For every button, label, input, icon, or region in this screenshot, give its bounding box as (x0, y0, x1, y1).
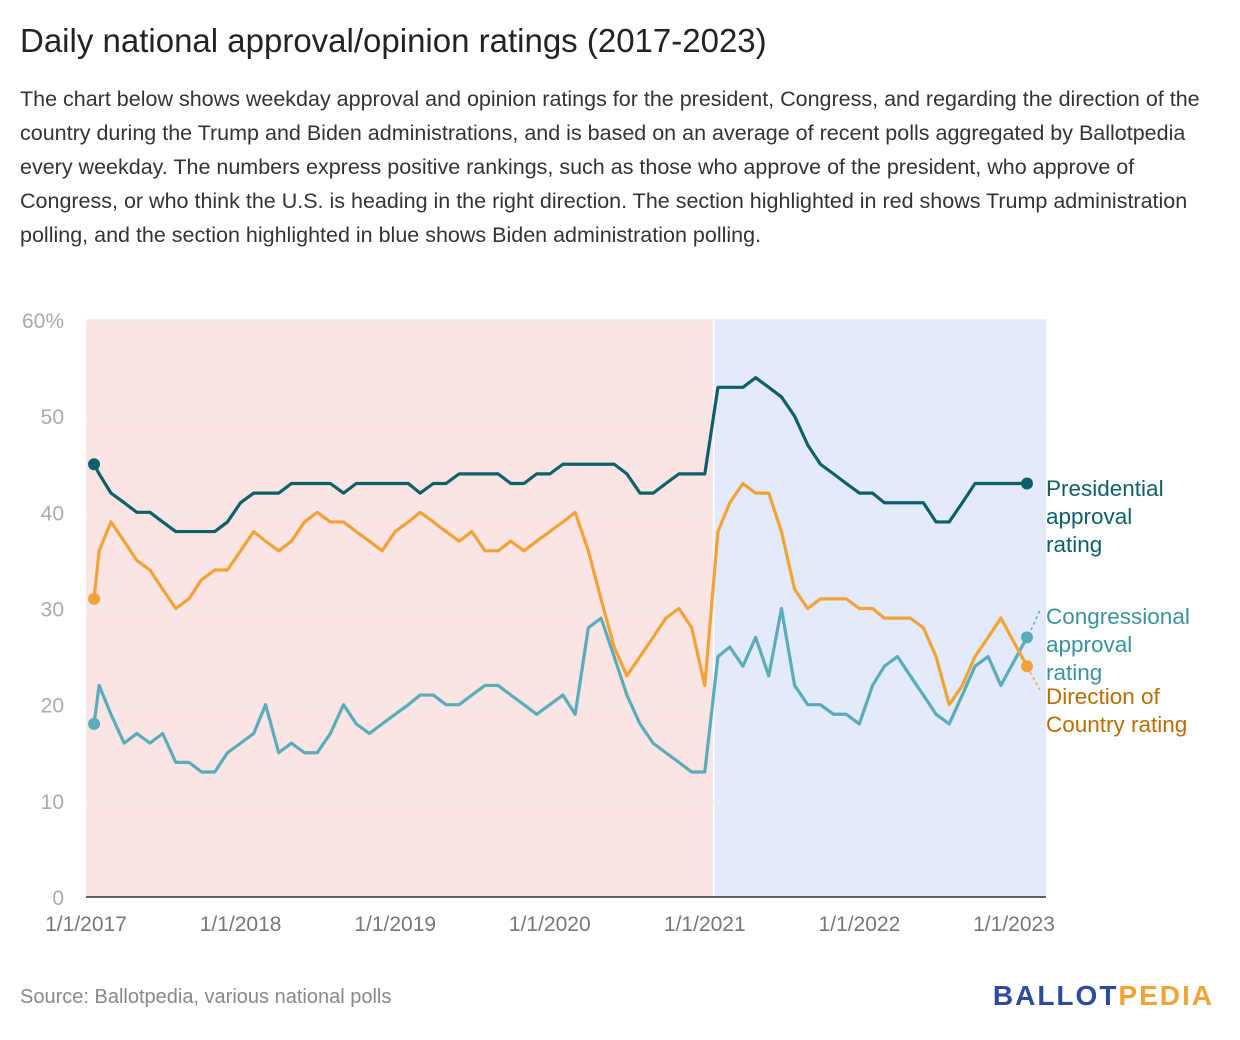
series-labels: Presidential approval rating Congressional a… (1029, 476, 1190, 737)
x-tick-label: 1/1/2020 (509, 913, 591, 936)
x-tick-label: 1/1/2021 (664, 913, 746, 936)
series-line (92, 481, 1029, 707)
x-axis: 1/1/2017 1/1/2018 1/1/2019 1/1/2020 1/1/2021… (45, 913, 1055, 936)
series-end-point (1021, 631, 1033, 644)
series-label: Direction of Country rating (1046, 684, 1187, 737)
series-start-point (88, 717, 101, 730)
gridlines (86, 319, 1046, 898)
series-start-point (88, 592, 101, 605)
series-start-point (88, 458, 101, 471)
series-line (92, 376, 1027, 534)
y-tick-label: 50 (41, 406, 64, 429)
y-tick-label: 60% (22, 310, 64, 333)
y-tick-label: 20 (41, 695, 64, 718)
series-lines (88, 376, 1033, 774)
chart-title: Daily national approval/opinion ratings … (20, 22, 767, 59)
x-tick-label: 1/1/2019 (354, 913, 436, 936)
y-tick-label: 10 (41, 791, 64, 814)
y-axis: 0 10 20 30 40 50 60% (22, 310, 64, 910)
source-note: Source: Ballotpedia, various national po… (20, 986, 392, 1008)
series-end-point (1021, 477, 1033, 490)
chart-description: The chart below shows weekday approval a… (20, 87, 1200, 247)
series-end-point (1021, 660, 1033, 673)
label-leader-line (1030, 609, 1041, 631)
series-label: Presidential approval rating (1046, 476, 1164, 557)
series-line (92, 606, 1029, 774)
y-tick-label: 30 (41, 599, 64, 622)
x-tick-label: 1/1/2022 (819, 913, 901, 936)
x-tick-label: 1/1/2018 (200, 913, 282, 936)
series-label: Congressional approval rating (1046, 604, 1190, 685)
x-tick-label: 1/1/2017 (45, 913, 127, 936)
x-tick-label: 1/1/2023 (973, 913, 1055, 936)
y-tick-label: 0 (52, 887, 64, 910)
y-tick-label: 40 (41, 502, 64, 525)
ballotpedia-logo: BALLOTPEDIA (992, 980, 1214, 1011)
